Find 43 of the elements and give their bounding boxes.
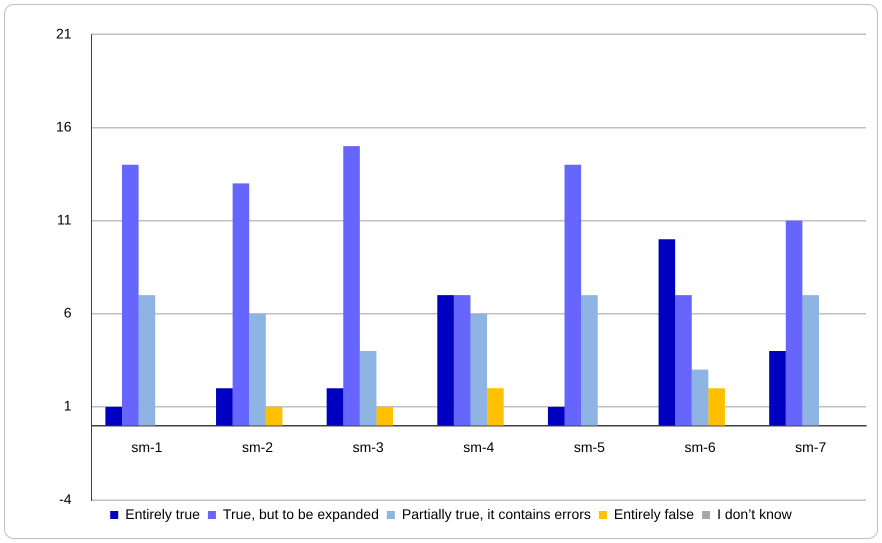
bar (454, 295, 470, 426)
y-tick-label: -4 (59, 490, 72, 507)
legend-label: True, but to be expanded (222, 506, 379, 522)
bar (692, 370, 708, 426)
bar (548, 406, 565, 426)
x-tick-label: sm-5 (574, 438, 606, 455)
y-tick-label: 16 (56, 118, 72, 134)
legend-label: Entirely false (614, 506, 694, 522)
bar (786, 220, 802, 426)
bar (769, 351, 786, 426)
bar (232, 183, 250, 426)
x-tick-label: sm-4 (463, 438, 495, 455)
x-tick-label: sm-2 (242, 438, 274, 455)
bar (437, 295, 454, 426)
x-tick-label: sm-6 (684, 438, 716, 455)
legend-label: Partially true, it contains errors (402, 506, 591, 522)
bar (360, 351, 376, 426)
bar (326, 388, 344, 426)
x-tick-label: sm-7 (795, 438, 826, 455)
legend-label: Entirely true (125, 506, 200, 522)
y-tick-label: 1 (64, 398, 72, 414)
bar (487, 388, 504, 426)
y-tick-label: 6 (64, 304, 72, 321)
bar (802, 295, 819, 426)
bar (216, 388, 233, 426)
y-tick-label: 21 (56, 25, 72, 42)
bar (266, 406, 282, 426)
bar (122, 164, 139, 426)
bar (564, 164, 582, 426)
bar (249, 314, 266, 426)
y-tick-label: 11 (57, 212, 72, 228)
bar (658, 239, 676, 426)
x-tick-label: sm-3 (352, 438, 384, 455)
bar (708, 388, 725, 426)
x-tick-label: sm-1 (131, 438, 163, 455)
legend-label: I don’t know (717, 506, 793, 522)
bar (470, 314, 488, 426)
bar (581, 295, 598, 426)
bar (138, 295, 156, 426)
bar (105, 406, 122, 426)
bar (376, 406, 394, 426)
bar (343, 146, 360, 426)
bar (675, 295, 692, 426)
